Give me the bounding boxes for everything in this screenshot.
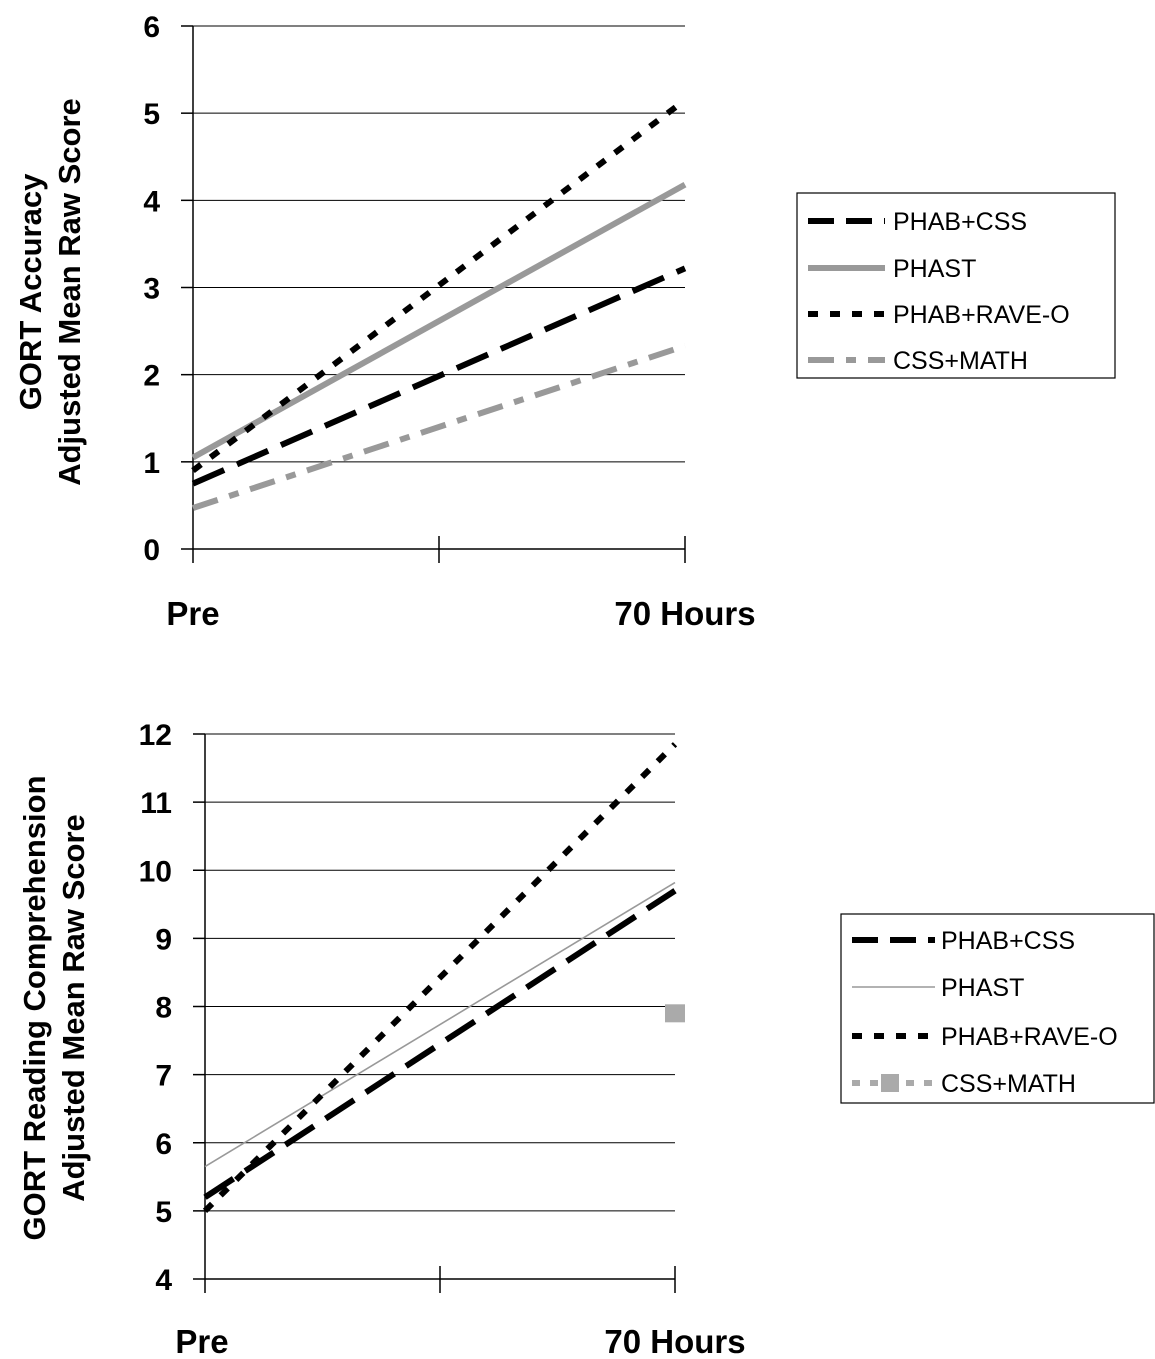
comprehension-y-tick-label: 7: [155, 1060, 172, 1093]
comprehension-legend-label-phast: PHAST: [941, 974, 1024, 1002]
comprehension-legend: PHAB+CSS PHAST PHAB+RAVE-O CSS+MATH: [840, 913, 1155, 1104]
accuracy-y-tick-label: 6: [143, 11, 160, 44]
accuracy-y-tick-label: 3: [143, 273, 160, 306]
comprehension-y-title-line2: Adjusted Mean Raw Score: [56, 814, 91, 1202]
comprehension-y-title-line1: GORT Reading Comprehension: [17, 775, 52, 1240]
accuracy-x-label-pre: Pre: [166, 595, 219, 632]
accuracy-y-axis-title: GORT Accuracy Adjusted Mean Raw Score: [13, 98, 87, 486]
comprehension-series-phab-rave-o: [202, 742, 678, 1214]
accuracy-x-label-70-hours: 70 Hours: [614, 595, 755, 632]
comprehension-y-tick-label: 9: [155, 923, 172, 956]
accuracy-gridlines: [181, 25, 685, 550]
accuracy-series-css-math: [192, 343, 686, 511]
accuracy-y-tick-label: 0: [143, 534, 160, 567]
comprehension-y-tick-label: 12: [139, 719, 172, 752]
comprehension-y-tick-labels: 4 5 6 7 8 9 10 11 12: [139, 719, 173, 1297]
accuracy-legend-label-phab-css: PHAB+CSS: [893, 208, 1027, 236]
comprehension-y-axis-title: GORT Reading Comprehension Adjusted Mean…: [17, 775, 91, 1240]
comprehension-y-tick-label: 8: [155, 992, 172, 1025]
comprehension-legend-box: [840, 913, 1155, 1104]
accuracy-y-title-line2: Adjusted Mean Raw Score: [52, 98, 87, 486]
comprehension-legend-marker-css-math: [881, 1074, 899, 1092]
accuracy-legend-label-css-math: CSS+MATH: [893, 347, 1028, 375]
comprehension-y-tick-label: 4: [155, 1264, 172, 1297]
accuracy-y-tick-label: 5: [143, 98, 160, 131]
accuracy-legend-label-phab-rave-o: PHAB+RAVE-O: [893, 301, 1070, 329]
comprehension-series-phab-css: [203, 888, 677, 1200]
accuracy-y-tick-label: 2: [143, 360, 160, 393]
accuracy-series-phast: [191, 182, 687, 461]
accuracy-legend-label-phast: PHAST: [893, 255, 976, 283]
comprehension-legend-label-phab-rave-o: PHAB+RAVE-O: [941, 1023, 1118, 1051]
comprehension-y-tick-label: 5: [155, 1196, 172, 1229]
comprehension-x-label-70-hours: 70 Hours: [604, 1323, 745, 1359]
accuracy-series-phab-rave-o: [191, 97, 687, 473]
accuracy-y-tick-label: 4: [143, 185, 160, 218]
accuracy-series-phab-css: [191, 265, 687, 487]
comprehension-y-tick-label: 11: [140, 787, 172, 820]
accuracy-chart: 0 1 2 3 4 5 6 Pre 70 Hours GORT Accuracy Adjus…: [13, 11, 1116, 632]
accuracy-series: [191, 97, 687, 511]
comprehension-legend-label-phab-css: PHAB+CSS: [941, 927, 1075, 955]
comprehension-gridlines: [193, 733, 675, 1280]
comprehension-y-tick-label: 10: [139, 855, 172, 888]
comprehension-series-phast: [204, 881, 676, 1168]
accuracy-y-tick-label: 1: [143, 447, 160, 480]
accuracy-legend: PHAB+CSS PHAST PHAB+RAVE-O CSS+MATH: [796, 192, 1116, 379]
comprehension-series: [202, 742, 685, 1214]
comprehension-legend-label-css-math: CSS+MATH: [941, 1070, 1076, 1098]
comprehension-y-tick-label: 6: [155, 1128, 172, 1161]
comprehension-chart: 4 5 6 7 8 9 10 11 12 Pre 70 Hours GORT Reading C…: [17, 719, 1155, 1359]
comprehension-point-css-math: [665, 1004, 685, 1023]
accuracy-y-tick-labels: 0 1 2 3 4 5 6: [143, 11, 160, 567]
comprehension-x-label-pre: Pre: [175, 1323, 228, 1359]
accuracy-legend-box: [796, 192, 1116, 379]
accuracy-y-title-line1: GORT Accuracy: [13, 173, 48, 410]
